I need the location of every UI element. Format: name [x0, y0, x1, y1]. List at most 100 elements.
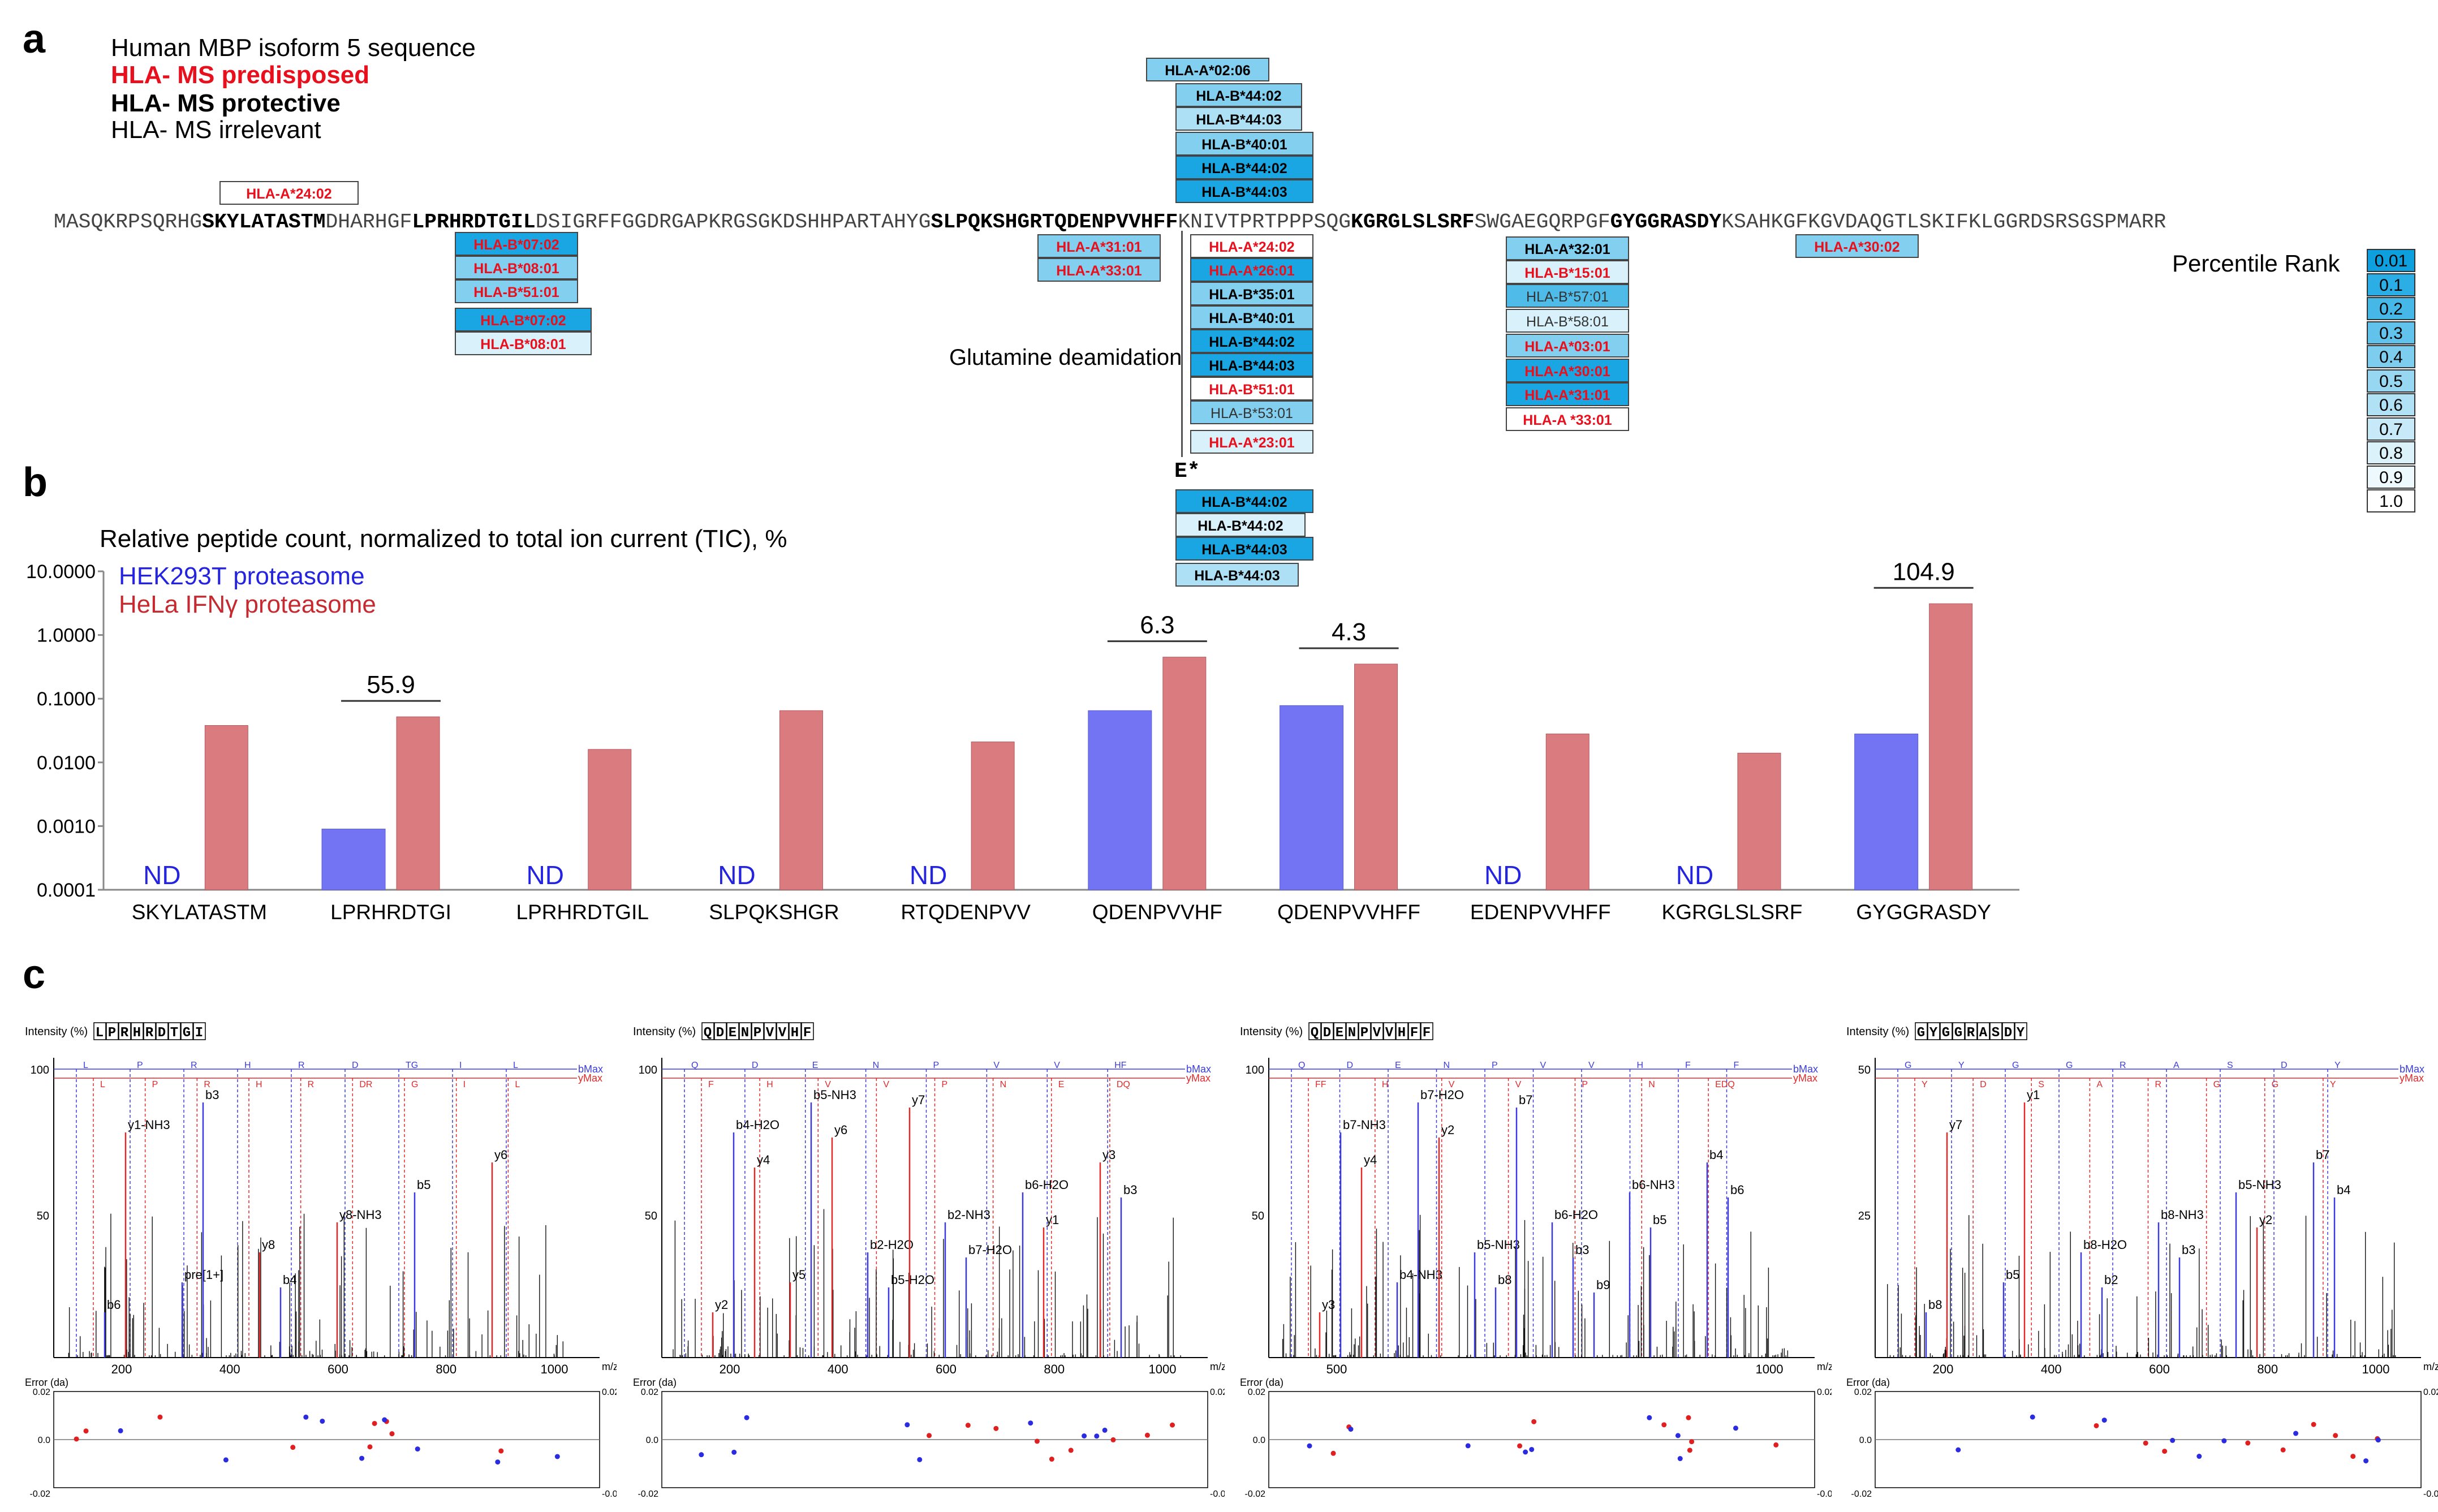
y-tick-label: 50: [37, 1210, 49, 1222]
error-point: [1517, 1443, 1523, 1449]
peak-label: b6-H2O: [1554, 1208, 1598, 1222]
sequence-residue: D: [1323, 1026, 1331, 1041]
b-ion-residue: V: [1540, 1061, 1547, 1070]
b-ion-residue: L: [513, 1061, 518, 1070]
legend-protective: HLA- MS protective: [111, 89, 341, 117]
bar-hela: [779, 710, 823, 890]
peptide-1: SKYLATASTM: [202, 210, 326, 234]
sequence-box: [1965, 1022, 1978, 1040]
peak-label: b7: [2316, 1148, 2329, 1162]
error-point: [1955, 1447, 1961, 1453]
deamidated-residue: E*: [1174, 459, 1200, 484]
sequence-box: [1927, 1022, 1940, 1040]
error-point: [1647, 1415, 1652, 1420]
x-tick-label: 800: [2257, 1362, 2278, 1376]
y-ion-residue: H: [766, 1080, 773, 1089]
sequence-residue: F: [1423, 1026, 1431, 1041]
error-point: [927, 1433, 932, 1438]
b-ion-residue: N: [873, 1061, 880, 1070]
error-point: [1689, 1439, 1695, 1445]
b-ion-residue: H: [244, 1061, 251, 1070]
mz-label: m/z: [1817, 1361, 1832, 1372]
x-tick-label: 400: [219, 1362, 240, 1376]
sequence-box: [1977, 1022, 1990, 1040]
error-tick: 0.02: [1854, 1388, 1872, 1397]
sequence-box: [1321, 1022, 1334, 1040]
hla-allele: HLA-B*51:01: [1190, 377, 1313, 400]
error-point: [744, 1415, 750, 1420]
y-ion-residue: E: [1058, 1080, 1065, 1089]
sequence-residue: I: [195, 1026, 203, 1041]
y-ion-residue: P: [1582, 1080, 1588, 1089]
peak-label: b8: [1498, 1273, 1511, 1287]
peak-label: b7: [1519, 1093, 1532, 1107]
peak-label: b8: [1928, 1298, 1942, 1312]
hla-allele: HLA-B*07:02: [455, 308, 592, 331]
b-ion-residue: S: [2227, 1061, 2233, 1070]
x-tick-label: 200: [1933, 1362, 1954, 1376]
peptide-2: LPRHRDTGIL: [412, 210, 536, 234]
peak-label: b4: [283, 1273, 296, 1287]
bar-hela: [1545, 733, 1590, 890]
hla-allele: HLA-B*44:02: [1190, 329, 1313, 353]
error-tick: 0.02: [641, 1388, 658, 1397]
error-point: [1531, 1419, 1537, 1424]
sequence-box: [143, 1022, 156, 1040]
y-ion-residue: R: [204, 1080, 210, 1089]
peak-label: y3: [1322, 1298, 1335, 1312]
peak-label: b2-H2O: [870, 1238, 914, 1252]
error-point: [2101, 1418, 2107, 1423]
peak-label: b5: [417, 1178, 430, 1192]
sequence-residue: T: [170, 1026, 178, 1041]
peak-label: b4: [2337, 1183, 2350, 1197]
sequence-box: [93, 1022, 106, 1040]
category-label: LPRHRDTGIL: [516, 901, 649, 924]
percentile-cell: 0.9: [2367, 465, 2415, 489]
peak-label: b5-NH3: [813, 1088, 856, 1102]
y-ion-residue: G: [411, 1080, 418, 1089]
sequence-residue: L: [96, 1026, 104, 1041]
nd-label: ND: [527, 860, 564, 890]
error-point: [1110, 1437, 1116, 1442]
y-ion-residue: L: [515, 1080, 520, 1089]
x-tick-label: 400: [2041, 1362, 2062, 1376]
y-ion-residue: A: [2096, 1080, 2103, 1089]
error-point: [1307, 1443, 1312, 1449]
nd-label: ND: [1676, 860, 1713, 890]
nd-label: ND: [910, 860, 947, 890]
sequence-box: [2002, 1022, 2015, 1040]
error-tick: 0.02: [1210, 1388, 1225, 1397]
peak-label: b6: [1730, 1183, 1744, 1197]
y-ion-residue: N: [1648, 1080, 1655, 1089]
error-point: [1028, 1420, 1033, 1426]
error-point: [1773, 1442, 1779, 1448]
percentile-cell: 0.4: [2367, 345, 2415, 368]
chart-title: Relative peptide count, normalized to to…: [100, 525, 787, 553]
error-point: [2333, 1433, 2338, 1438]
error-point: [415, 1446, 420, 1452]
sequence-residue: R: [145, 1026, 154, 1041]
b-ion-residue: V: [1054, 1061, 1060, 1070]
category-label: SLPQKSHGR: [709, 901, 839, 924]
error-point: [290, 1445, 296, 1450]
sequence-residue: N: [1348, 1026, 1356, 1041]
peak-label: y2: [1441, 1123, 1454, 1137]
legend-hek293t: HEK293T proteasome: [119, 562, 365, 590]
sequence-box: [1346, 1022, 1359, 1040]
error-point: [2280, 1447, 2286, 1453]
sequence-residue: S: [1992, 1026, 2000, 1041]
sequence-box: [776, 1022, 789, 1040]
percentile-rank-scale: 0.01 0.1 0.2 0.3 0.4 0.5 0.6 0.7 0.8 0.9 1.0: [2367, 249, 2418, 515]
b-ion-residue: E: [812, 1061, 819, 1070]
sequence-box: [789, 1022, 802, 1040]
error-tick: -0.02: [1817, 1489, 1832, 1499]
error-point: [1170, 1422, 1175, 1428]
sequence-box: [1333, 1022, 1346, 1040]
peak-label: b3: [1123, 1183, 1137, 1197]
mz-label: m/z: [1210, 1361, 1225, 1372]
error-point: [1677, 1456, 1683, 1462]
hla-allele: HLA-B*44:03: [1175, 537, 1313, 561]
error-point: [1465, 1443, 1471, 1449]
b-ion-residue: G: [2012, 1061, 2019, 1070]
